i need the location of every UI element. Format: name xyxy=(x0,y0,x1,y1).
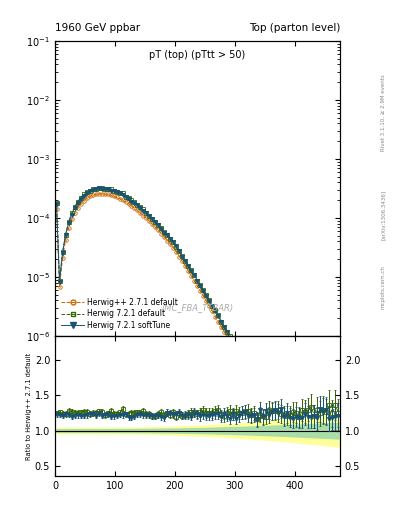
Legend: Herwig++ 2.7.1 default, Herwig 7.2.1 default, Herwig 7.2.1 softTune: Herwig++ 2.7.1 default, Herwig 7.2.1 def… xyxy=(59,296,180,332)
Text: [arXiv:1306.3436]: [arXiv:1306.3436] xyxy=(381,190,386,240)
Text: Rivet 3.1.10, ≥ 2.9M events: Rivet 3.1.10, ≥ 2.9M events xyxy=(381,74,386,151)
Text: Top (parton level): Top (parton level) xyxy=(248,23,340,33)
Y-axis label: Ratio to Herwig++ 2.7.1 default: Ratio to Herwig++ 2.7.1 default xyxy=(26,352,32,460)
Text: mcplots.cern.ch: mcplots.cern.ch xyxy=(381,265,386,309)
Text: pT (top) (pTtt > 50): pT (top) (pTtt > 50) xyxy=(149,50,246,60)
Text: 1960 GeV ppbar: 1960 GeV ppbar xyxy=(55,23,140,33)
Text: (MC_FBA_TTBAR): (MC_FBA_TTBAR) xyxy=(162,303,233,312)
